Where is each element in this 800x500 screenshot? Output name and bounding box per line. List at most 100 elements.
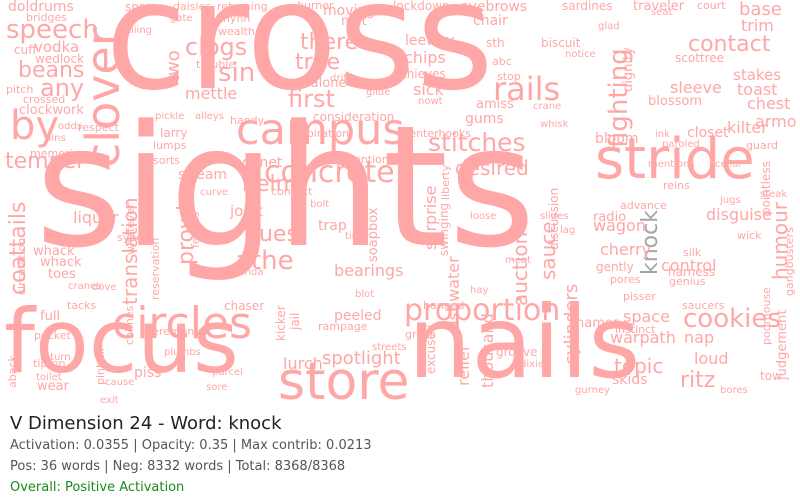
cloud-word: returning (217, 0, 268, 13)
cloud-word: genius (669, 275, 706, 288)
cloud-word: guard (746, 139, 779, 152)
cloud-word: traveler (633, 0, 685, 14)
cloud-word: peeled (334, 308, 382, 324)
cloud-word: tow (760, 369, 782, 383)
cloud-word: poorhouse (760, 287, 773, 345)
cloud-word: clockwork (19, 103, 84, 118)
cloud-word: slides (540, 211, 569, 222)
cloud-word: consideration (313, 110, 395, 124)
cloud-word: base (739, 0, 782, 20)
cloud-word: loud (694, 349, 729, 368)
cloud-word: saucers (682, 299, 725, 312)
cloud-word: trap (318, 218, 347, 234)
cloud-word: there (300, 30, 359, 55)
title: V Dimension 24 - Word: knock (10, 413, 282, 434)
cloud-word: fences (189, 211, 202, 248)
cloud-word: proportion (404, 293, 561, 328)
cloud-word: auction (508, 231, 532, 306)
cloud-word: glad (598, 21, 620, 32)
cloud-word: liquor (73, 208, 119, 227)
cloud-word: dove (92, 282, 117, 293)
cloud-word: whisk (540, 119, 569, 130)
cloud-word: nap (684, 328, 715, 347)
cloud-word: speech (6, 15, 99, 45)
cloud-word: daisies (173, 0, 212, 13)
cloud-word: larry (160, 126, 188, 140)
cloud-word: sore (206, 382, 228, 393)
cloud-word: piss (134, 365, 162, 381)
cloud-word: dues (245, 222, 298, 247)
cloud-word: chair (473, 13, 508, 29)
cloud-word: any (40, 74, 85, 102)
cloud-word: pocket (34, 329, 71, 342)
cloud-word: space (623, 307, 670, 326)
cloud-word: wedlock (35, 52, 85, 66)
cloud-word: parcel (212, 367, 243, 378)
cloud-word: sardines (562, 0, 613, 13)
cloud-word: stride (595, 127, 755, 192)
cloud-word: notice (565, 49, 596, 60)
cloud-word: warpath (610, 328, 676, 347)
cloud-word: curve (200, 187, 229, 198)
cloud-word: ritz (680, 368, 716, 393)
cloud-word: sights (35, 89, 536, 285)
word-cloud: cross sights nails focus stride store ca… (4, 0, 797, 405)
cloud-word: skids (612, 372, 648, 388)
cloud-word: spotlight (322, 348, 401, 369)
cloud-word: tenterhooks (405, 127, 471, 140)
cloud-word: temper (5, 149, 86, 174)
cloud-word: cellar (715, 159, 743, 170)
cloud-word: control (661, 256, 717, 275)
cloud-word: gate (170, 13, 193, 24)
cloud-word: radio (593, 210, 627, 225)
cloud-word: sin (218, 58, 256, 88)
cloud-word: silk (683, 246, 702, 259)
cloud-word: nowt (418, 96, 443, 107)
cloud-word: wick (737, 229, 762, 242)
cloud-word: lockdown (393, 0, 450, 13)
cloud-word: contention (330, 153, 389, 166)
cloud-word: clogs (185, 33, 248, 61)
cloud-word: burner (297, 0, 334, 12)
cloud-word: agenda (226, 267, 264, 278)
cloud-word: instinct (615, 323, 656, 336)
cloud-word: flynn (223, 12, 251, 25)
cloud-word: desired (455, 156, 529, 180)
cloud-word: cherry (600, 240, 652, 259)
cloud-word: first (288, 85, 335, 113)
cloud-word: vodka (34, 38, 80, 56)
cloud-word: athe (235, 246, 294, 276)
cloud-word: cookies (683, 304, 781, 334)
cloud-word: toes (48, 267, 76, 282)
info-panel: V Dimension 24 - Word: knock Activation:… (0, 405, 800, 500)
cloud-word: paroled (662, 139, 700, 150)
cloud-word: gangbusters (783, 227, 796, 296)
cloud-word: reservation (149, 237, 162, 300)
cloud-word: mettle (185, 84, 238, 103)
cloud-word: dixie (520, 359, 544, 370)
cloud-word: sync (117, 231, 143, 244)
cloud-word: beans (18, 58, 85, 83)
cloud-word: meat (505, 255, 531, 266)
cloud-word: advance (620, 199, 667, 212)
cloud-word: mat (341, 14, 367, 29)
cloud-word: memories (30, 147, 86, 160)
cloud-word: names (576, 316, 620, 331)
cloud-word: abc (492, 55, 512, 68)
cloud-word: pinball (94, 348, 107, 385)
cloud-word: topic (614, 354, 664, 378)
cloud-word: gently (596, 260, 634, 274)
cloud-word: kilter (727, 118, 768, 137)
cloud-word: bores (720, 385, 748, 396)
cloud-word: whack (40, 255, 82, 270)
cloud-word: circles (112, 298, 252, 349)
cloud-word: crossed (23, 93, 66, 106)
cloud-word: ceremony (146, 325, 201, 338)
cloud-word: campus (236, 105, 405, 155)
cloud-word: seat (651, 7, 673, 18)
cloud-word: true (295, 50, 341, 75)
cloud-word: glide (366, 87, 391, 98)
cloud-word: pins (45, 133, 66, 144)
cloud-word: eyebrows (460, 0, 528, 15)
cloud-word: chimes (123, 305, 136, 345)
